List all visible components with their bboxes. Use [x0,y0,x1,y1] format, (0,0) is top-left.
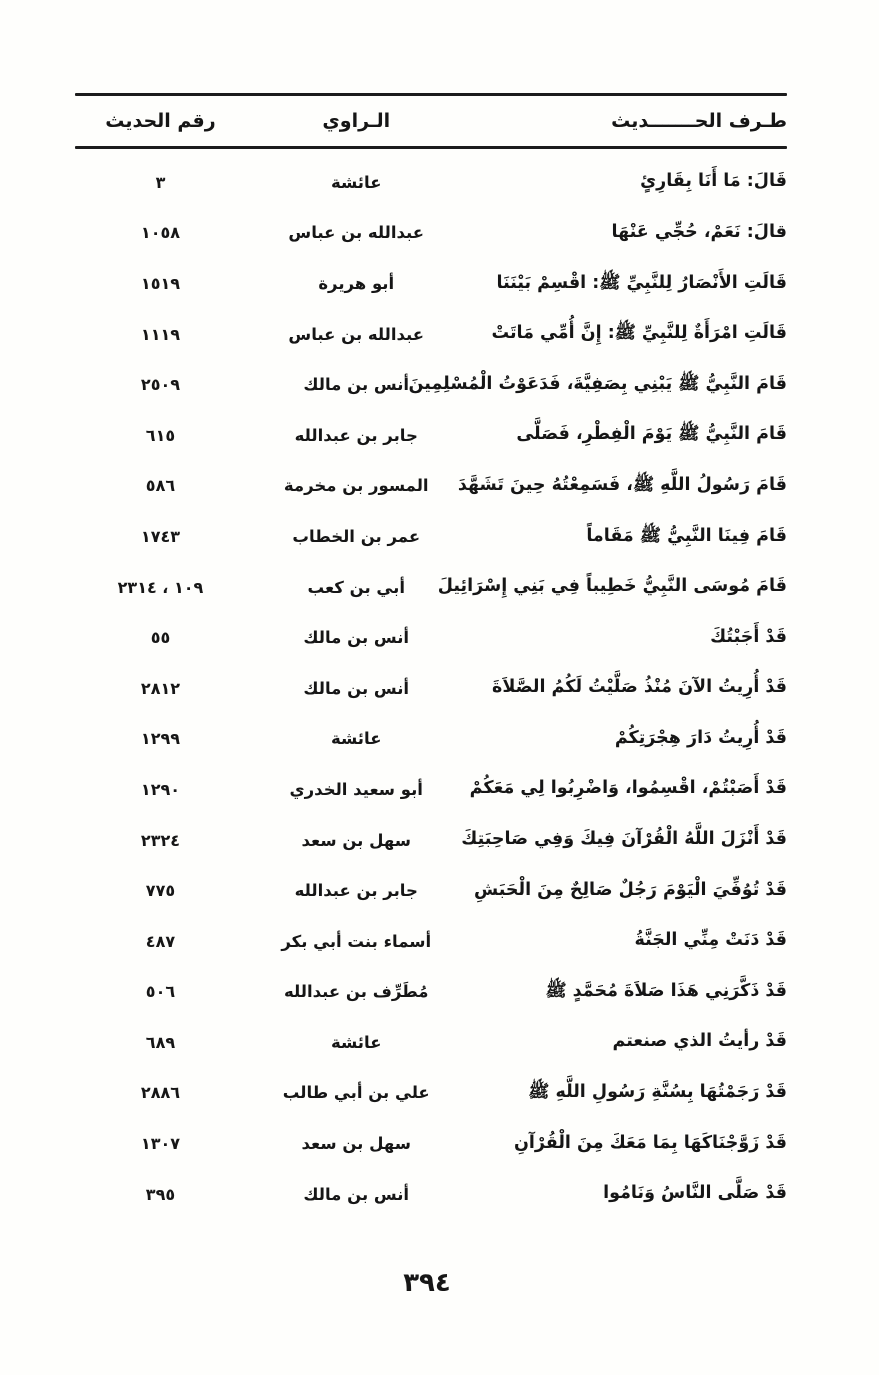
table-row: قَدْ أُرِيتُ دَارَ هِجْرَتِكُمْ عائشة ١٢… [75,714,787,765]
narrator-name: مُطَرِّف بن عبدالله [284,982,429,1002]
hadith-text: قَدْ ذَكَّرَنِي هَذَا صَلاَةَ مُحَمَّدٍ … [545,980,787,1001]
table-row: قَدْ زَوَّجْنَاكَهَا بِمَا مَعَكَ مِنَ ا… [75,1118,787,1169]
narrator-name: أسماء بنت أبي بكر [281,931,432,951]
narrator-name: أنس بن مالك [303,628,410,648]
hadith-number: ١٥١٩ [140,273,180,293]
hadith-number: ٤٨٧ [145,931,176,951]
hadith-text: قَدْ أَنْزَلَ اللَّهُ الْقُرْآنَ فِيكَ و… [461,829,787,850]
table-row: قَدْ صَلَّى النَّاسُ وَنَامُوا أنس بن ما… [75,1169,787,1220]
hadith-text: قَامَ النَّبِيُّ ﷺ يَوْمَ الْفِطْرِ، فَص… [516,424,787,445]
hadith-number: ٥٨٦ [145,476,176,496]
hadith-text: قَدْ أُرِيتُ دَارَ هِجْرَتِكُمْ [614,727,787,748]
hadith-number: ٢٨٨٦ [140,1083,180,1103]
hadith-text: قالَ: نَعَمْ، حُجِّي عَنْهَا [611,221,787,242]
table-row: قَالَ: مَا أَنَا بِقَارِئٍ عائشة ٣ [75,157,787,208]
narrator-name: أبو هريرة [318,273,395,293]
hadith-number: ١٢٩٩ [140,729,180,749]
table-header-row: طـرف الحـــــــديث الـراوي رقم الحديث [75,96,787,146]
hadith-number: ٥٠٦ [145,982,176,1002]
hadith-index-table: طـرف الحـــــــديث الـراوي رقم الحديث قَ… [75,93,787,1219]
hadith-number: ٣٩٥ [145,1184,176,1204]
table-row: قَدْ تُوُفِّيَ الْيَوْمَ رَجُلٌ صَالِحٌ … [75,865,787,916]
hadith-text: قَدْ تُوُفِّيَ الْيَوْمَ رَجُلٌ صَالِحٌ … [474,879,787,900]
table-row: قَامَ فِينَا النَّبِيُّ ﷺ مَقَاماً عمر ب… [75,511,787,562]
table-row: قَامَ رَسُولُ اللَّهِ ﷺ، فَسَمِعْتُهُ حِ… [75,461,787,512]
page-number: ٣٩٤ [403,1268,451,1298]
table-row: قَدْ أَجَبْتُكَ أنس بن مالك ٥٥ [75,612,787,663]
narrator-name: المسور بن مخرمة [283,476,429,496]
narrator-name: أنس بن مالك [303,1184,410,1204]
hadith-number: ٦٨٩ [145,1032,176,1052]
table-row: قَدْ رأيتُ الذي صنعتم عائشة ٦٨٩ [75,1017,787,1068]
hadith-number: ٥٥ [150,628,171,648]
narrator-name: جابر بن عبدالله [294,881,418,901]
table-row: قَدْ ذَكَّرَنِي هَذَا صَلاَةَ مُحَمَّدٍ … [75,967,787,1018]
hadith-number: ١٢٩٠ [140,779,180,799]
hadith-number: ٢٥٠٩ [140,375,180,395]
hadith-text: قَدْ رَجَمْتُهَا بِسُنَّةِ رَسُولِ اللَّ… [528,1082,787,1103]
hadith-number: ١٧٤٣ [140,526,180,546]
table-row: قَامَ مُوسَى النَّبِيُّ خَطِيباً فِي بَن… [75,562,787,613]
narrator-name: أنس بن مالك [303,678,410,698]
hadith-text: قَامَ رَسُولُ اللَّهِ ﷺ، فَسَمِعْتُهُ حِ… [457,474,787,495]
narrator-name: أبي بن كعب [307,577,405,597]
hadith-number: ١٣٠٧ [140,1134,180,1154]
narrator-name: سهل بن سعد [301,1134,411,1154]
hadith-number: ٢٨١٢ [140,678,180,698]
hadith-text: قَدْ أَجَبْتُكَ [710,626,787,647]
table-row: قَدْ أَصَبْتُمْ، اقْسِمُوا، وَاضْرِبُوا … [75,764,787,815]
table-row: قَدْ دَنَتْ مِنِّي الجَنَّةُ أسماء بنت أ… [75,916,787,967]
hadith-number: ١٠٥٨ [140,223,180,243]
narrator-name: أبو سعيد الخدري [289,779,423,799]
narrator-name: علي بن أبي طالب [282,1083,430,1103]
narrator-name: أنس بن مالك [303,375,410,395]
narrator-name: جابر بن عبدالله [294,425,418,445]
table-row: قَالَتِ امْرَأَةٌ لِلنَّبِيِّ ﷺ: إِنَّ أ… [75,309,787,360]
hadith-text: قَامَ مُوسَى النَّبِيُّ خَطِيباً فِي بَن… [437,576,787,597]
narrator-name: عائشة [331,1032,382,1052]
table-row: قَالَتِ الأَنْصَارُ لِلنَّبِيِّ ﷺ: اقْسِ… [75,258,787,309]
hadith-number: ٦١٥ [145,425,176,445]
hadith-text: قَدْ أُرِيتُ الآنَ مُنْذُ صَلَّيْتُ لَكُ… [492,677,787,698]
header-narrator-column: الـراوي [322,110,391,132]
hadith-rows: قَالَ: مَا أَنَا بِقَارِئٍ عائشة ٣ قالَ:… [75,149,787,1219]
table-row: قَدْ أُرِيتُ الآنَ مُنْذُ صَلَّيْتُ لَكُ… [75,663,787,714]
narrator-name: عبدالله بن عباس [288,324,425,344]
narrator-name: عائشة [331,172,382,192]
hadith-number: ١١١٩ [140,324,180,344]
table-header-bottom-rule [75,146,787,149]
header-hadith-column: طـرف الحـــــــديث [611,110,787,132]
hadith-text: قَدْ أَصَبْتُمْ، اقْسِمُوا، وَاضْرِبُوا … [469,778,787,799]
table-row: قَدْ رَجَمْتُهَا بِسُنَّةِ رَسُولِ اللَّ… [75,1068,787,1119]
hadith-number: ١٠٩ ، ٢٣١٤ [117,577,204,597]
hadith-number: ٣ [155,172,166,192]
hadith-text: قَامَ النَّبِيُّ ﷺ يَبْنِي بِصَفِيَّةَ، … [408,373,787,394]
narrator-name: عمر بن الخطاب [292,526,421,546]
table-row: قالَ: نَعَمْ، حُجِّي عَنْهَا عبدالله بن … [75,208,787,259]
hadith-text: قَدْ رأيتُ الذي صنعتم [612,1031,787,1052]
hadith-number: ٢٣٢٤ [140,830,180,850]
hadith-text: قَالَتِ امْرَأَةٌ لِلنَّبِيِّ ﷺ: إِنَّ أ… [491,323,787,344]
header-number-column: رقم الحديث [105,110,216,132]
table-row: قَامَ النَّبِيُّ ﷺ يَبْنِي بِصَفِيَّةَ، … [75,359,787,410]
table-row: قَدْ أَنْزَلَ اللَّهُ الْقُرْآنَ فِيكَ و… [75,815,787,866]
hadith-text: قَدْ دَنَتْ مِنِّي الجَنَّةُ [634,930,787,951]
narrator-name: سهل بن سعد [301,830,411,850]
hadith-text: قَدْ زَوَّجْنَاكَهَا بِمَا مَعَكَ مِنَ ا… [513,1132,787,1153]
narrator-name: عائشة [331,729,382,749]
hadith-text: قَالَ: مَا أَنَا بِقَارِئٍ [640,171,787,192]
hadith-text: قَدْ صَلَّى النَّاسُ وَنَامُوا [603,1183,787,1204]
table-top-rule [75,93,787,96]
table-row: قَامَ النَّبِيُّ ﷺ يَوْمَ الْفِطْرِ، فَص… [75,410,787,461]
hadith-number: ٧٧٥ [145,881,176,901]
hadith-text: قَامَ فِينَا النَّبِيُّ ﷺ مَقَاماً [586,525,787,546]
hadith-text: قَالَتِ الأَنْصَارُ لِلنَّبِيِّ ﷺ: اقْسِ… [496,272,788,293]
narrator-name: عبدالله بن عباس [288,223,425,243]
